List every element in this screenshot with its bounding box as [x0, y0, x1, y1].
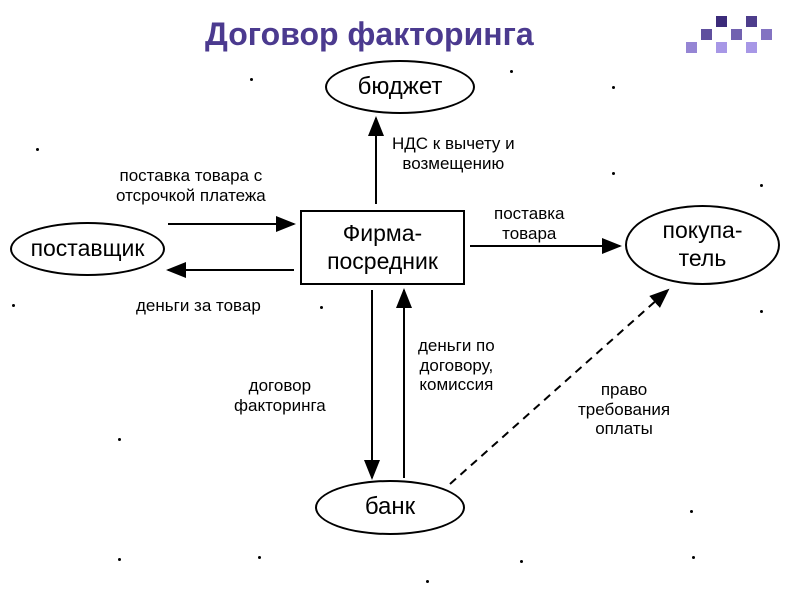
diagram-title: Договор факторинга [205, 16, 534, 53]
label-supply-delay: поставка товара сотсрочкой платежа [116, 166, 266, 205]
label-money-goods: деньги за товар [136, 296, 261, 316]
node-buyer: покупа-тель [625, 205, 780, 285]
label-contract: договорфакторинга [234, 376, 326, 415]
label-claim: правотребованияоплаты [578, 380, 670, 439]
node-bank: банк [315, 480, 465, 535]
node-agent: Фирма-посредник [300, 210, 465, 285]
label-vat: НДС к вычету ивозмещению [392, 134, 515, 173]
corner-decoration [682, 12, 782, 63]
label-supply: поставкатовара [494, 204, 565, 243]
node-supplier: поставщик [10, 222, 165, 276]
label-money-contract: деньги подоговору,комиссия [418, 336, 495, 395]
node-budget: бюджет [325, 60, 475, 114]
